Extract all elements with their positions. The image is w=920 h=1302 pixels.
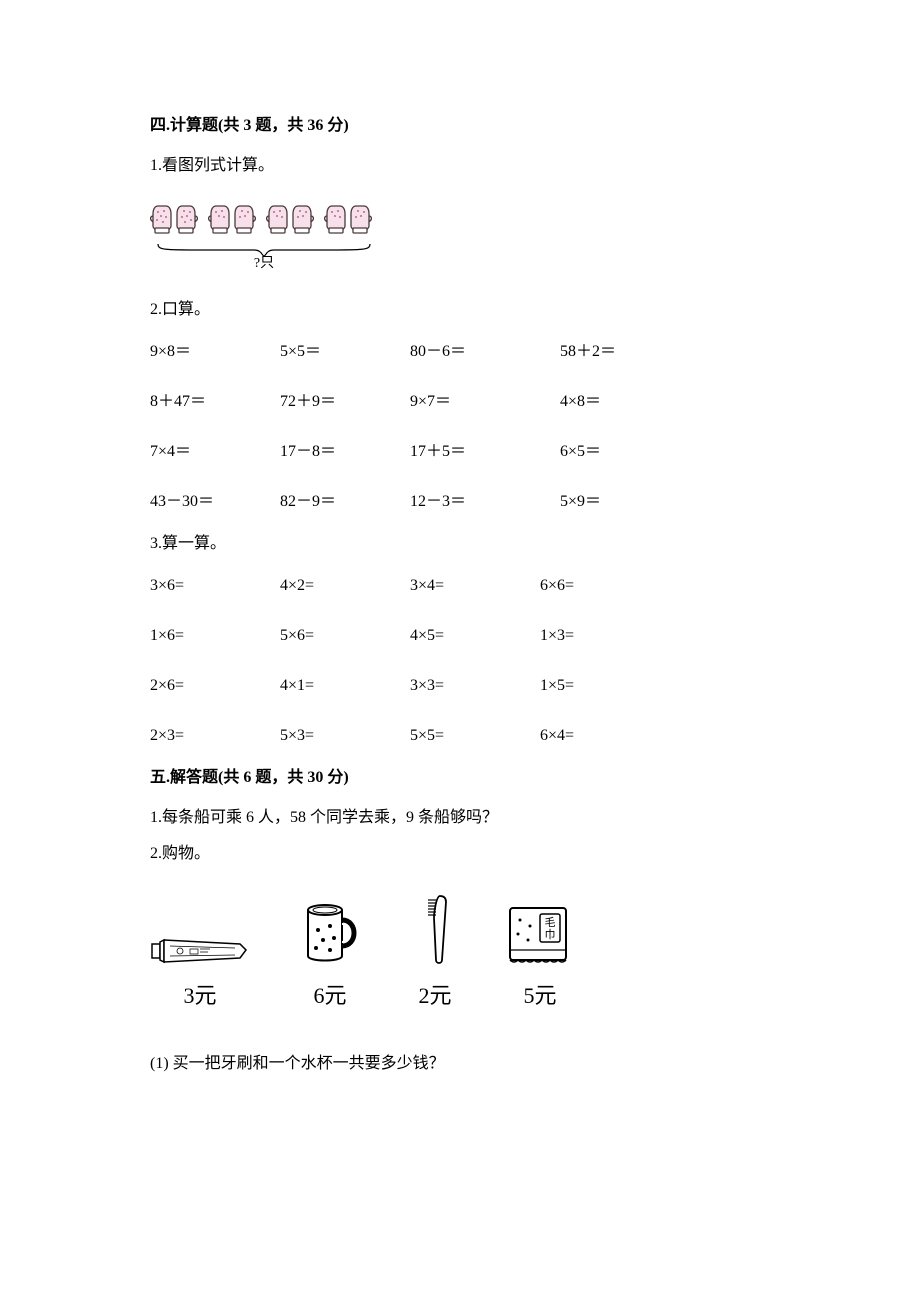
calc-cell: 1×6= [150,620,280,652]
brace-row: ?只 [154,238,374,264]
calc-cell: 5×5＝ [280,336,410,368]
towel-text-bottom: 巾 [545,927,556,941]
calc-cell: 17＋5＝ [410,436,560,468]
mitten-icon [208,202,232,236]
calc-cell: 4×1= [280,670,410,702]
calc-cell: 4×8＝ [560,386,690,418]
calc-cell: 17－8＝ [280,436,410,468]
calc-cell: 7×4＝ [150,436,280,468]
mitten-pair [324,202,372,236]
section4-title: 四.计算题(共 3 题，共 36 分) [150,110,770,142]
mitten-icon [174,202,198,236]
price-cup: 6元 [313,974,346,1018]
q4-3-label: 3.算一算。 [150,528,770,560]
price-towel: 5元 [523,974,556,1018]
price-toothpaste: 3元 [183,974,216,1018]
calc-cell: 4×5= [410,620,540,652]
section5-title: 五.解答题(共 6 题，共 30 分) [150,762,770,794]
calc-cell: 5×9＝ [560,486,690,518]
mitten-icon [150,202,174,236]
cup-icon [290,900,370,970]
shop-item-toothbrush: 2元 [410,900,460,1018]
price-toothbrush: 2元 [418,974,451,1018]
mitten-icon [232,202,256,236]
calc-grid-q2: 9×8＝5×5＝80－6＝58＋2＝ 8＋47＝72＋9＝9×7＝4×8＝ 7×4＝… [150,336,770,518]
calc-cell: 3×6= [150,570,280,602]
calc-cell: 12－3＝ [410,486,560,518]
mitten-icon [266,202,290,236]
calc-cell: 8＋47＝ [150,386,280,418]
towel-icon: 毛 巾 [500,900,580,970]
calc-cell: 43－30＝ [150,486,280,518]
calc-cell: 5×3= [280,720,410,752]
q4-2-label: 2.口算。 [150,294,770,326]
calc-cell: 58＋2＝ [560,336,690,368]
q5-2-sub1: (1) 买一把牙刷和一个水杯一共要多少钱？ [150,1048,770,1080]
mitten-pair [266,202,314,236]
calc-cell: 1×3= [540,620,670,652]
mitten-icon [348,202,372,236]
mitten-pair [208,202,256,236]
calc-cell: 9×8＝ [150,336,280,368]
mitten-row [150,202,390,236]
mitten-icon [324,202,348,236]
shop-item-towel: 毛 巾 5元 [500,900,580,1018]
calc-cell: 3×3= [410,670,540,702]
shop-item-cup: 6元 [290,900,370,1018]
calc-grid-q3: 3×6=4×2=3×4=6×6= 1×6=5×6=4×5=1×3= 2×6=4×1=… [150,570,770,752]
calc-cell: 82－9＝ [280,486,410,518]
calc-cell: 2×6= [150,670,280,702]
q5-1: 1.每条船可乘 6 人，58 个同学去乘，9 条船够吗？ [150,802,770,834]
calc-cell: 1×5= [540,670,670,702]
mitten-figure: ?只 [150,202,390,264]
mitten-pair [150,202,198,236]
calc-cell: 2×3= [150,720,280,752]
calc-cell: 6×5＝ [560,436,690,468]
q4-1-label: 1.看图列式计算。 [150,150,770,182]
calc-cell: 4×2= [280,570,410,602]
page: 四.计算题(共 3 题，共 36 分) 1.看图列式计算。 [0,0,920,1164]
mitten-icon [290,202,314,236]
calc-cell: 6×6= [540,570,670,602]
towel-text-top: 毛 [545,916,556,929]
q5-2-label: 2.购物。 [150,838,770,870]
calc-cell: 80－6＝ [410,336,560,368]
calc-cell: 5×5= [410,720,540,752]
calc-cell: 9×7＝ [410,386,560,418]
shop-item-toothpaste: 3元 [150,900,250,1018]
toothpaste-icon [150,930,250,970]
brace-label: ?只 [154,250,374,278]
calc-cell: 6×4= [540,720,670,752]
toothbrush-icon [410,890,460,970]
calc-cell: 72＋9＝ [280,386,410,418]
calc-cell: 3×4= [410,570,540,602]
shopping-row: 3元 6元 [150,900,770,1018]
calc-cell: 5×6= [280,620,410,652]
